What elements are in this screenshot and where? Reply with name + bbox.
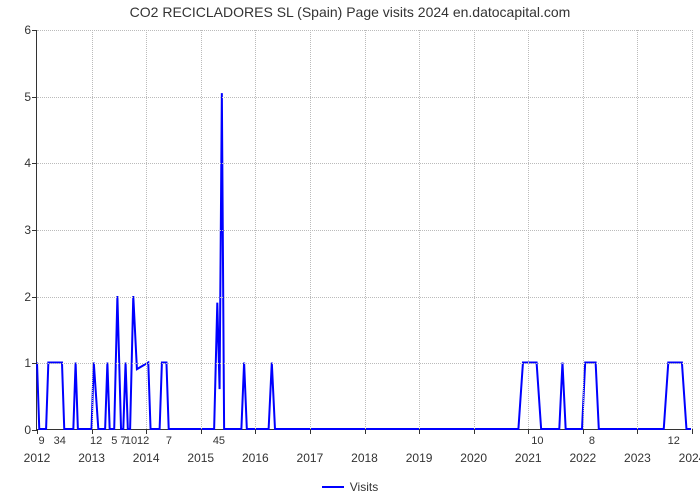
- count-label: 1012: [125, 431, 149, 447]
- count-label: 45: [213, 431, 225, 447]
- count-label: 34: [54, 431, 66, 447]
- ytick-label: 5: [24, 90, 37, 104]
- xtick-mark: [310, 429, 311, 434]
- chart-container: CO2 RECICLADORES SL (Spain) Page visits …: [0, 0, 700, 500]
- legend-swatch: [322, 486, 344, 488]
- xtick-mark: [692, 429, 693, 434]
- legend: Visits: [0, 480, 700, 494]
- ytick-label: 1: [24, 356, 37, 370]
- xtick-mark: [474, 429, 475, 434]
- gridline-v: [201, 30, 202, 429]
- xtick-label: 2013: [78, 447, 105, 465]
- xtick-label: 2016: [242, 447, 269, 465]
- gridline-v: [146, 30, 147, 429]
- count-label: 7: [166, 431, 172, 447]
- ytick-label: 4: [24, 156, 37, 170]
- gridline-v: [528, 30, 529, 429]
- plot-area: 0123456201220132014201520162017201820192…: [36, 30, 691, 430]
- xtick-label: 2012: [24, 447, 51, 465]
- xtick-label: 2014: [133, 447, 160, 465]
- gridline-v: [310, 30, 311, 429]
- count-label: 10: [531, 431, 543, 447]
- count-label: 12: [668, 431, 680, 447]
- xtick-label: 2019: [406, 447, 433, 465]
- xtick-mark: [528, 429, 529, 434]
- gridline-v: [637, 30, 638, 429]
- xtick-label: 2018: [351, 447, 378, 465]
- count-label: 12: [90, 431, 102, 447]
- legend-label: Visits: [350, 480, 378, 494]
- xtick-mark: [255, 429, 256, 434]
- xtick-mark: [201, 429, 202, 434]
- xtick-mark: [419, 429, 420, 434]
- count-label: 9: [38, 431, 44, 447]
- xtick-label: 2023: [624, 447, 651, 465]
- xtick-mark: [583, 429, 584, 434]
- ytick-label: 2: [24, 290, 37, 304]
- xtick-mark: [365, 429, 366, 434]
- xtick-label: 2021: [515, 447, 542, 465]
- gridline-v: [255, 30, 256, 429]
- xtick-label: 2017: [297, 447, 324, 465]
- gridline-v: [692, 30, 693, 429]
- ytick-label: 0: [24, 423, 37, 437]
- count-label: 8: [589, 431, 595, 447]
- xtick-label: 2015: [187, 447, 214, 465]
- gridline-v: [365, 30, 366, 429]
- gridline-v: [92, 30, 93, 429]
- xtick-label: 2022: [569, 447, 596, 465]
- gridline-v: [583, 30, 584, 429]
- gridline-v: [419, 30, 420, 429]
- chart-title: CO2 RECICLADORES SL (Spain) Page visits …: [0, 4, 700, 20]
- xtick-label: 2024: [679, 447, 700, 465]
- ytick-label: 6: [24, 23, 37, 37]
- xtick-label: 2020: [460, 447, 487, 465]
- xtick-mark: [637, 429, 638, 434]
- gridline-v: [474, 30, 475, 429]
- ytick-label: 3: [24, 223, 37, 237]
